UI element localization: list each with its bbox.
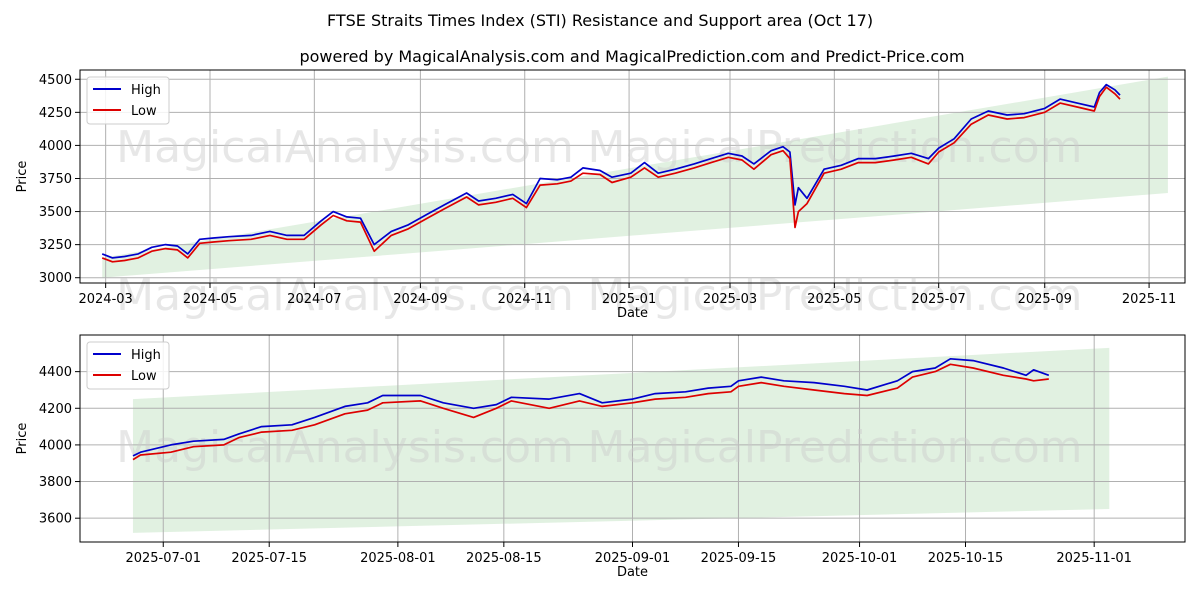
bottom-legend-low-label: Low [131,369,157,384]
chart-subtitle: powered by MagicalAnalysis.com and Magic… [299,47,964,66]
x-tick-label: 2024-11 [498,292,552,307]
bottom-legend-high-label: High [131,348,161,363]
y-tick-label: 3250 [39,238,72,253]
top-series-lines [101,83,1121,263]
bottom-axis-ticks: 2025-07-01 2025-07-15 2025-08-01 2025-08-15… [39,365,1132,566]
support-resistance-band [132,347,1110,533]
bottom-x-axis-label: Date [617,565,648,580]
series-line-high [132,357,1050,457]
bottom-panel: MagicalAnalysis.com MagicalPrediction.co… [15,334,1186,580]
top-legend: High Low [86,76,170,125]
series-line-low [101,86,1121,263]
x-tick-label: 2025-07 [912,292,966,307]
y-tick-label: 4400 [39,365,72,380]
top-axis-ticks: 2024-03 2024-05 2024-07 2024-09 2024-11 2025-… [39,73,1176,307]
x-tick-label: 2024-05 [183,292,237,307]
y-tick-label: 4500 [39,73,72,88]
watermark-left: MagicalAnalysis.com [116,122,574,173]
watermark-left: MagicalAnalysis.com [116,270,574,321]
y-tick-label: 3500 [39,205,72,220]
bottom-series-lines [132,357,1050,461]
x-tick-label: 2024-07 [287,292,341,307]
x-tick-label: 2025-11 [1122,292,1176,307]
top-axes-frame [79,69,1186,284]
x-tick-label: 2025-09 [1018,292,1072,307]
y-tick-label: 4000 [39,139,72,154]
bottom-grid [80,335,1185,542]
support-resistance-band [102,76,1168,278]
series-line-low [132,363,1049,461]
chart-title: FTSE Straits Times Index (STI) Resistanc… [327,11,873,30]
watermark-right: MagicalPrediction.com [588,422,1083,473]
x-tick-label: 2025-03 [703,292,757,307]
y-tick-label: 3800 [39,475,72,490]
y-tick-label: 3600 [39,512,72,527]
x-tick-label: 2025-08-15 [466,551,542,566]
y-tick-label: 3750 [39,172,72,187]
x-tick-label: 2025-01 [602,292,656,307]
top-legend-low-label: Low [131,104,157,119]
watermark-left: MagicalAnalysis.com [116,422,574,473]
top-y-axis-label: Price [15,161,30,193]
x-tick-label: 2025-07-15 [231,551,307,566]
x-tick-label: 2025-09-01 [595,551,671,566]
x-tick-label: 2025-10-01 [822,551,898,566]
x-tick-label: 2025-05 [807,292,861,307]
y-tick-label: 4000 [39,438,72,453]
watermark-right: MagicalPrediction.com [588,122,1083,173]
y-tick-label: 4250 [39,106,72,121]
series-line-high [101,83,1121,259]
watermark-right: MagicalPrediction.com [588,270,1083,321]
x-tick-label: 2025-09-15 [701,551,777,566]
top-grid [80,70,1185,283]
top-support-resistance-band [102,76,1168,278]
top-panel: MagicalAnalysis.com MagicalPrediction.co… [15,69,1186,321]
bottom-support-resistance-band [132,347,1110,533]
y-tick-label: 4200 [39,402,72,417]
x-tick-label: 2025-11-01 [1056,551,1132,566]
x-tick-label: 2025-10-15 [928,551,1004,566]
bottom-legend: High Low [86,341,170,390]
x-tick-label: 2024-03 [78,292,132,307]
x-tick-label: 2025-07-01 [125,551,201,566]
x-tick-label: 2024-09 [393,292,447,307]
y-tick-label: 3000 [39,271,72,286]
top-legend-high-label: High [131,83,161,98]
bottom-y-axis-label: Price [15,423,30,455]
x-tick-label: 2025-08-01 [360,551,436,566]
top-x-axis-label: Date [617,306,648,321]
